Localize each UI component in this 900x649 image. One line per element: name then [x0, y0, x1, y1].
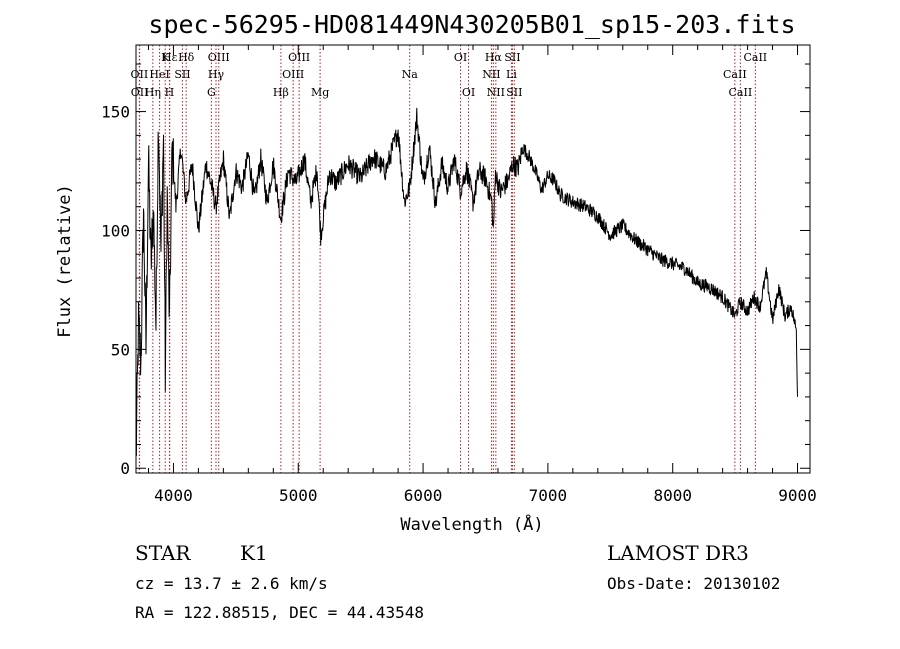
y-axis-label: Flux (relative): [55, 184, 75, 338]
line-label-0: Hε: [162, 51, 178, 64]
x-tick-label: 8000: [653, 486, 692, 505]
line-label-25: NII: [487, 86, 505, 99]
line-label-20: H: [165, 86, 175, 99]
line-label-7: SII: [504, 51, 520, 64]
x-tick-label: 5000: [279, 486, 318, 505]
line-label-10: HeI: [149, 68, 169, 81]
object-class: STAR: [135, 541, 191, 565]
x-tick-label: 9000: [778, 486, 817, 505]
line-label-4: OIII: [288, 51, 310, 64]
line-label-22: Hβ: [273, 86, 289, 99]
line-label-17: CaII: [723, 68, 747, 81]
line-label-11: SII: [174, 68, 190, 81]
line-label-16: Li: [506, 68, 517, 81]
emission-line-markers: [138, 45, 756, 473]
object-subclass: K1: [240, 541, 268, 565]
line-label-1: K: [161, 51, 170, 64]
line-label-6: Hα: [485, 51, 503, 64]
line-label-9: OII: [131, 68, 149, 81]
line-label-21: G: [207, 86, 216, 99]
spectrum-layer: [135, 107, 798, 456]
line-label-15: NII: [482, 68, 500, 81]
obs-date: Obs-Date: 20130102: [607, 574, 780, 593]
y-tick-label: 50: [111, 340, 130, 359]
line-label-26: SII: [506, 86, 522, 99]
x-tick-label: 6000: [404, 486, 443, 505]
line-label-13: OIII: [282, 68, 304, 81]
line-label-12: Hγ: [208, 68, 225, 81]
axes: 4000 5000 6000 7000 8000 9000 0 50 100 150: [101, 44, 817, 505]
y-tick-label: 150: [101, 103, 130, 122]
spectrum-line: [135, 107, 798, 456]
line-label-27: CaII: [729, 86, 753, 99]
y-tick-label: 0: [120, 459, 130, 478]
line-label-18: OII: [131, 86, 149, 99]
line-label-23: Mg: [311, 86, 329, 99]
line-label-2: Hδ: [178, 51, 195, 64]
y-tick-label: 100: [101, 221, 130, 240]
line-label-8: CaII: [743, 51, 767, 64]
line-label-14: Na: [402, 68, 419, 81]
redshift-readout: cz = 13.7 ± 2.6 km/s: [135, 574, 328, 593]
x-tick-label: 7000: [529, 486, 568, 505]
survey-name: LAMOST DR3: [607, 541, 749, 565]
line-label-19: Hη: [145, 86, 161, 99]
x-tick-label: 4000: [154, 486, 193, 505]
coordinates: RA = 122.88515, DEC = 44.43548: [135, 603, 424, 622]
line-label-5: OI: [454, 51, 467, 64]
line-label-3: OIII: [208, 51, 230, 64]
plot-frame: [135, 44, 811, 474]
x-axis-label: Wavelength (Å): [400, 513, 543, 535]
chart-title: spec-56295-HD081449N430205B01_sp15-203.f…: [148, 10, 795, 39]
line-label-24: OI: [462, 86, 475, 99]
